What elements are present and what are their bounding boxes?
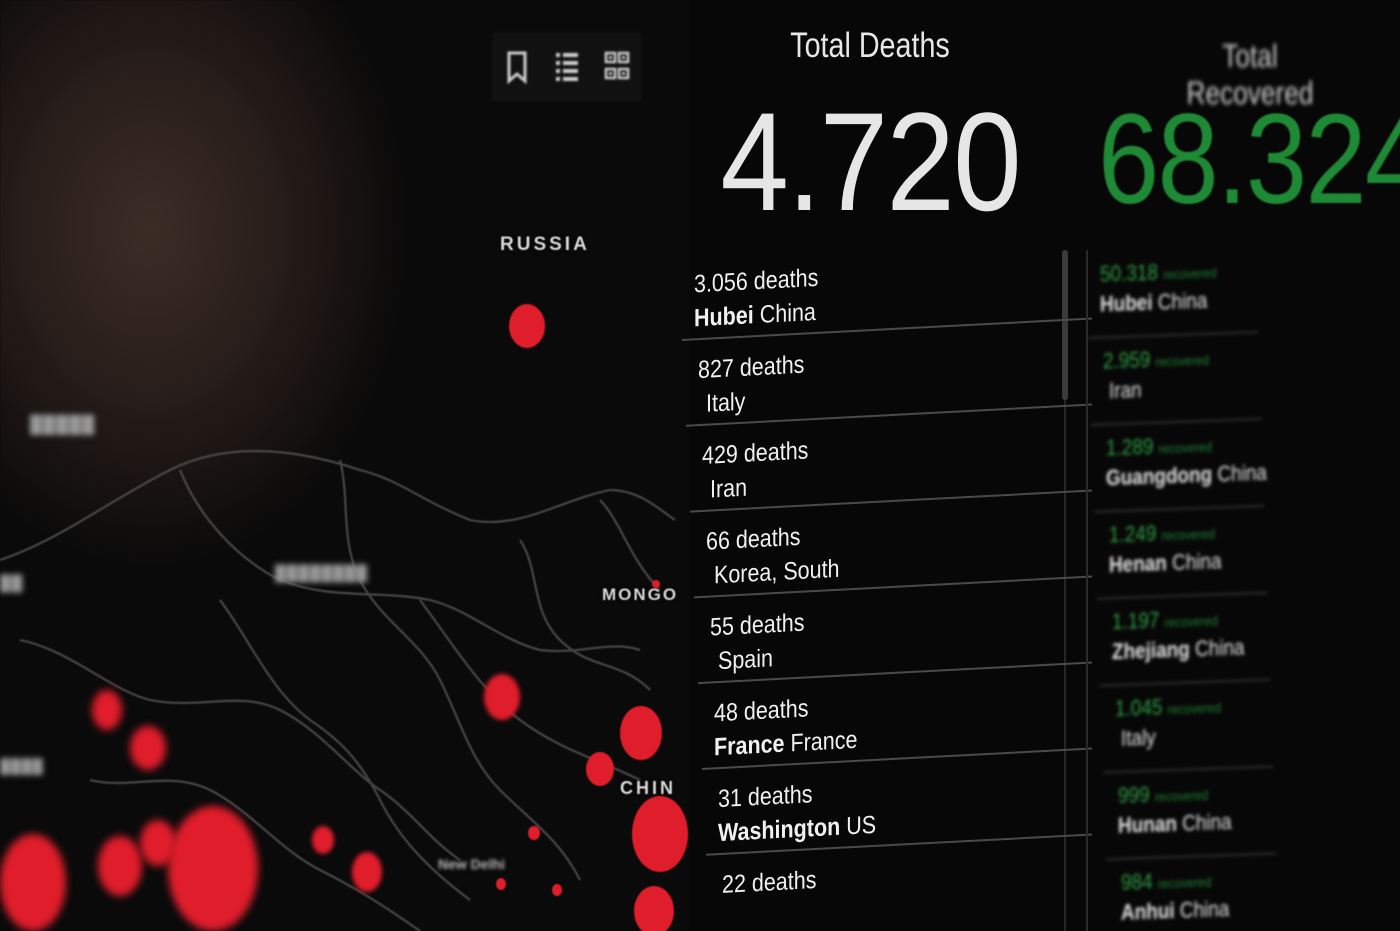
death-place: Washington US bbox=[718, 810, 877, 848]
map-bubble-mongolia[interactable] bbox=[652, 580, 660, 588]
death-count: 22 deaths bbox=[722, 865, 817, 899]
death-count: 48 deaths bbox=[714, 694, 809, 728]
death-count: 55 deaths bbox=[710, 608, 805, 642]
death-place: Spain bbox=[718, 644, 773, 676]
deaths-list-scrollbar[interactable] bbox=[1062, 250, 1068, 400]
recovered-list-item[interactable]: 1.045 recovered Italy bbox=[1103, 680, 1273, 774]
qr-grid-icon[interactable] bbox=[604, 49, 630, 85]
map-bubble-india-north[interactable] bbox=[352, 852, 382, 892]
view-toolbar bbox=[492, 32, 642, 102]
death-place: Italy bbox=[706, 387, 746, 418]
map-bubble-middle-east[interactable] bbox=[0, 834, 66, 931]
map-label-blurred-region: ████████ bbox=[275, 565, 369, 582]
map-borders bbox=[0, 449, 676, 931]
recovered-place: Italy bbox=[1121, 724, 1156, 751]
map-bubble-iraq[interactable] bbox=[98, 836, 142, 896]
recovered-place: Anhui China bbox=[1121, 896, 1230, 925]
recovered-count: 984 recovered bbox=[1121, 868, 1212, 895]
world-map[interactable]: █████ RUSSIA MONGO CHIN New Delhi ██████… bbox=[0, 0, 690, 931]
recovered-place: Iran bbox=[1109, 377, 1142, 404]
death-place: Hubei China bbox=[694, 297, 816, 333]
map-bubble-caucasus[interactable] bbox=[92, 690, 122, 730]
map-bubble-gulf[interactable] bbox=[140, 820, 176, 866]
recovered-list-item[interactable]: 2.959 recovered Iran bbox=[1091, 332, 1261, 426]
recovered-count: 1.289 recovered bbox=[1106, 433, 1213, 461]
map-bubble-iran[interactable] bbox=[168, 806, 258, 931]
map-bubble-xinjiang[interactable] bbox=[484, 674, 520, 720]
recovered-count: 1.045 recovered bbox=[1115, 694, 1222, 722]
map-bubble-caspian[interactable] bbox=[130, 726, 166, 770]
death-place: Korea, South bbox=[714, 554, 840, 590]
recovered-list-item[interactable]: 50.318 recovered Hubei China bbox=[1088, 246, 1258, 339]
death-count: 827 deaths bbox=[698, 350, 805, 385]
map-bubble-china-south[interactable] bbox=[634, 886, 674, 931]
death-place: Iran bbox=[710, 473, 748, 504]
map-bubble-tibet[interactable] bbox=[528, 826, 540, 840]
map-label-china: CHIN bbox=[620, 778, 676, 798]
total-deaths-value: 4.720 bbox=[720, 83, 1021, 240]
total-recovered-value: 68.324 bbox=[1098, 88, 1400, 231]
recovered-list: 50.318 recovered Hubei China 2.959 recover… bbox=[1088, 241, 1400, 931]
death-count: 31 deaths bbox=[718, 780, 813, 814]
map-bubble-china-west[interactable] bbox=[586, 752, 614, 786]
recovered-list-item[interactable]: 999 recovered Hunan China bbox=[1106, 767, 1276, 861]
map-bubble-pakistan[interactable] bbox=[312, 826, 334, 854]
recovered-count: 1.197 recovered bbox=[1112, 607, 1219, 635]
deaths-list-scroll-track[interactable] bbox=[1064, 250, 1066, 931]
recovered-list-item[interactable]: 1.249 recovered Henan China bbox=[1097, 506, 1267, 600]
map-label-new-delhi: New Delhi bbox=[438, 856, 505, 872]
recovered-count: 2.959 recovered bbox=[1103, 346, 1210, 374]
recovered-place: Henan China bbox=[1109, 548, 1222, 578]
recovered-place: Guangdong China bbox=[1106, 459, 1267, 491]
map-label-blurred-city: █████ bbox=[30, 415, 96, 434]
recovered-place: Hunan China bbox=[1118, 808, 1232, 838]
map-label-blurred-west: ██ bbox=[0, 575, 24, 592]
recovered-count: 999 recovered bbox=[1118, 781, 1209, 808]
map-bubble-china-north[interactable] bbox=[620, 706, 662, 760]
recovered-count: 50.318 recovered bbox=[1100, 259, 1217, 287]
recovered-list-item[interactable]: 1.197 recovered Zhejiang China bbox=[1100, 593, 1270, 687]
list-icon[interactable] bbox=[554, 49, 580, 85]
deaths-list: 3.056 deaths Hubei China 827 deaths Ital… bbox=[682, 233, 1092, 931]
map-label-mongolia: MONGO bbox=[602, 585, 679, 604]
recovered-list-divider bbox=[1086, 250, 1088, 931]
total-recovered-title: Total Recovered bbox=[1186, 38, 1314, 111]
death-place: France France bbox=[714, 725, 858, 762]
death-count: 429 deaths bbox=[702, 436, 809, 470]
recovered-count: 1.249 recovered bbox=[1109, 520, 1216, 548]
map-bubble-china-central[interactable] bbox=[632, 796, 688, 872]
bookmark-icon[interactable] bbox=[504, 49, 530, 85]
death-count: 3.056 deaths bbox=[694, 263, 819, 299]
recovered-list-item[interactable]: 984 recovered Anhui China bbox=[1109, 854, 1279, 931]
recovered-place: Hubei China bbox=[1100, 287, 1208, 317]
map-bubble-nepal[interactable] bbox=[552, 884, 562, 896]
recovered-place: Zhejiang China bbox=[1112, 634, 1245, 665]
total-deaths-title: Total Deaths bbox=[790, 26, 950, 65]
recovered-list-item[interactable]: 1.289 recovered Guangdong China bbox=[1094, 419, 1267, 513]
map-label-russia: RUSSIA bbox=[500, 234, 590, 255]
death-count: 66 deaths bbox=[706, 522, 801, 556]
map-label-blurred-west-2: ████ bbox=[0, 758, 44, 774]
map-bubble-new-delhi[interactable] bbox=[496, 878, 506, 890]
map-bubble-russia[interactable] bbox=[509, 304, 545, 348]
